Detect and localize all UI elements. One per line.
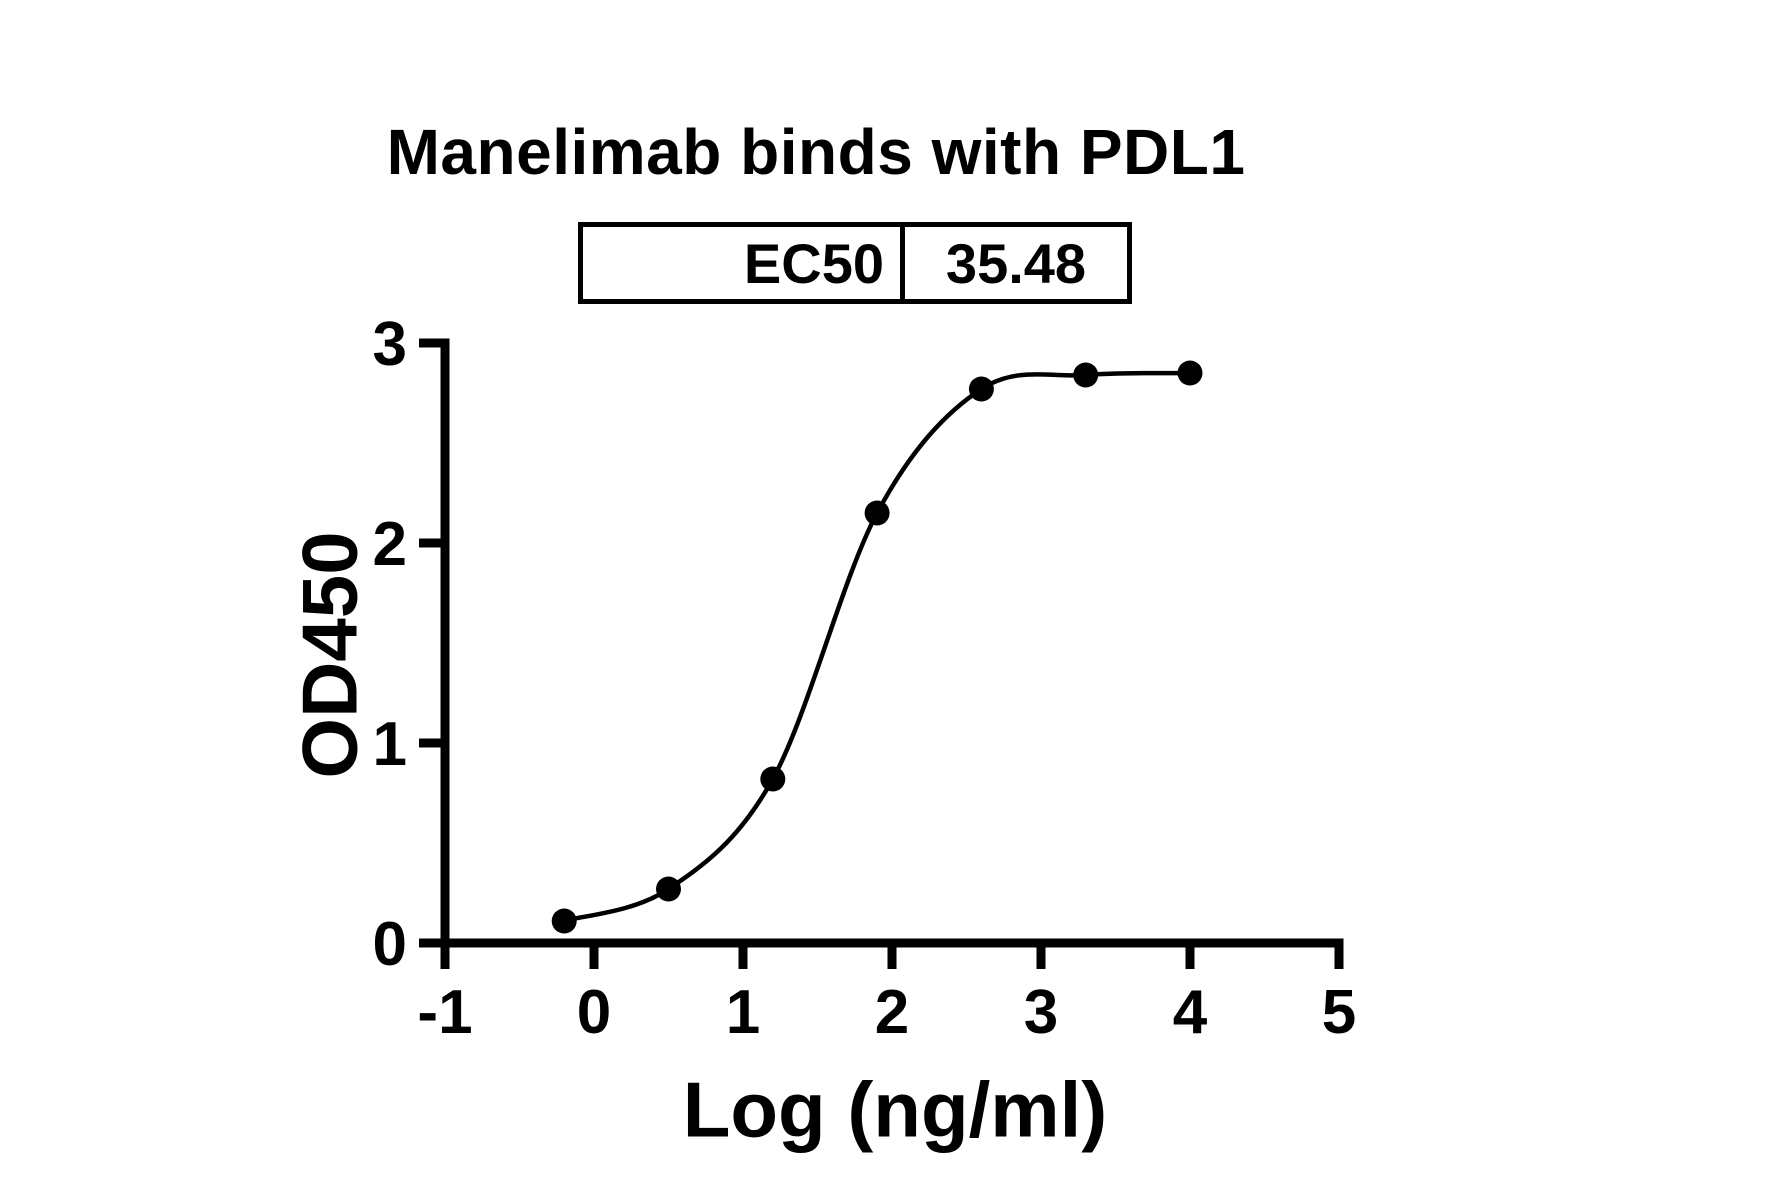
fit-curve <box>563 370 1191 924</box>
x-tick-label: 1 <box>726 978 760 1047</box>
data-point <box>1073 362 1099 388</box>
x-tick-label: 2 <box>875 978 909 1047</box>
y-tick-label: 3 <box>373 310 407 379</box>
y-tick-label: 1 <box>373 710 407 779</box>
chart-title: Manelimab binds with PDL1 <box>386 116 1246 188</box>
x-axis-title: Log (ng/ml) <box>682 1065 1108 1154</box>
x-tick-label: 4 <box>1173 978 1208 1047</box>
ec50-value-cell: 35.48 <box>945 231 1087 295</box>
data-point <box>1177 360 1203 386</box>
data-point <box>656 876 681 902</box>
x-tick-label: -1 <box>417 978 472 1047</box>
y-tick-label: 2 <box>373 510 407 579</box>
data-point <box>968 376 994 402</box>
y-axis-title: OD450 <box>285 531 374 779</box>
data-point <box>864 500 890 526</box>
data-point <box>760 766 786 792</box>
y-tick-label: 0 <box>373 910 407 979</box>
data-point <box>551 908 577 934</box>
x-tick-label: 5 <box>1322 978 1356 1047</box>
x-tick-label: 3 <box>1024 978 1058 1047</box>
x-tick-label: 0 <box>577 978 611 1047</box>
ec50-label-cell: EC50 <box>583 227 905 299</box>
ec50-table: EC50 35.48 <box>578 222 1132 304</box>
